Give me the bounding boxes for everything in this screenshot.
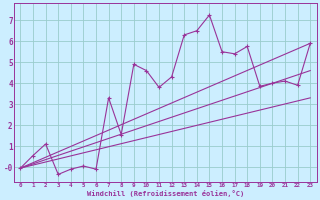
X-axis label: Windchill (Refroidissement éolien,°C): Windchill (Refroidissement éolien,°C)	[87, 190, 244, 197]
